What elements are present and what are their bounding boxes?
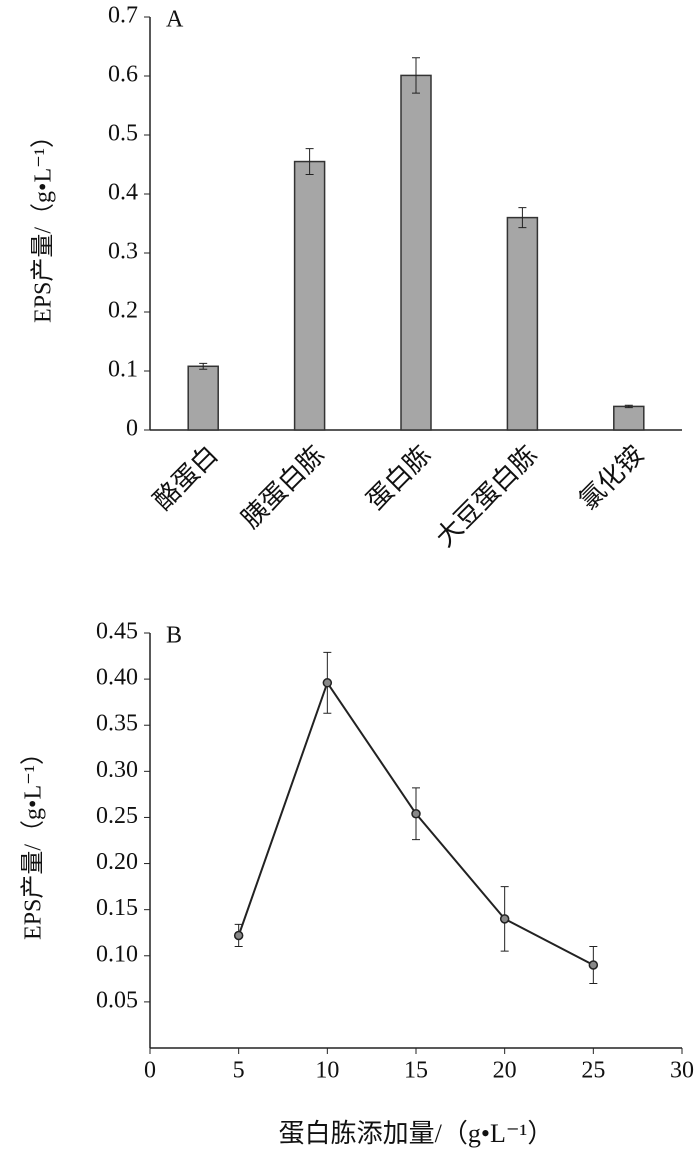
y-tick-label: 0.4 <box>108 180 138 206</box>
y-tick-label: 0.7 <box>108 3 138 29</box>
bar <box>187 365 219 431</box>
marker <box>233 930 244 941</box>
error-bar <box>199 362 208 370</box>
x-tick-label: 酪蛋白 <box>148 440 224 516</box>
marker <box>411 809 421 819</box>
error-bar <box>624 404 633 409</box>
y-tick-label: 0.10 <box>96 941 138 967</box>
y-tick-label: 0.2 <box>108 298 138 324</box>
y-axis-label: EPS产量/（g•L⁻¹） <box>30 124 57 323</box>
bar <box>613 405 645 431</box>
y-tick-label: 0.5 <box>108 121 138 147</box>
y-tick-label: 0.45 <box>96 619 138 645</box>
y-tick-label: 0.30 <box>96 757 138 783</box>
marker <box>322 678 333 688</box>
y-tick-label: 0.3 <box>108 239 138 265</box>
marker <box>588 960 599 970</box>
bar <box>293 160 326 431</box>
x-tick-label: 0 <box>144 1058 156 1084</box>
error-bar <box>305 148 314 176</box>
panel-label: B <box>166 623 182 649</box>
error-bar <box>518 207 527 229</box>
y-tick-label: 0.15 <box>96 895 138 921</box>
error-bar <box>412 57 420 94</box>
panel-label: A <box>166 7 184 33</box>
x-tick-label: 胰蛋白胨 <box>236 440 330 534</box>
marker <box>499 914 510 924</box>
y-tick-label: 0.1 <box>108 357 138 383</box>
x-tick-label: 氯化铵 <box>574 440 650 516</box>
x-axis-label: 蛋白胨添加量/（g•L⁻¹） <box>279 1119 554 1148</box>
x-tick-label: 20 <box>493 1058 517 1084</box>
x-tick-label: 25 <box>581 1058 605 1084</box>
y-tick-label: 0.25 <box>96 803 138 829</box>
y-tick-label: 0.40 <box>96 665 138 691</box>
y-tick-label: 0.20 <box>96 849 138 875</box>
x-tick-label: 15 <box>404 1058 428 1084</box>
bar <box>400 74 432 431</box>
y-tick-label: 0 <box>126 416 138 442</box>
y-tick-label: 0.05 <box>96 987 138 1013</box>
bar <box>506 216 539 431</box>
y-tick-label: 0.35 <box>96 711 138 737</box>
x-tick-label: 5 <box>233 1058 245 1084</box>
x-tick-label: 大豆蛋白胨 <box>430 440 542 552</box>
x-tick-label: 10 <box>315 1058 339 1084</box>
y-axis-label: EPS产量/（g•L⁻¹） <box>20 741 47 940</box>
x-tick-label: 30 <box>670 1058 694 1084</box>
y-tick-label: 0.6 <box>108 62 138 88</box>
x-tick-label: 蛋白胨 <box>361 440 437 516</box>
